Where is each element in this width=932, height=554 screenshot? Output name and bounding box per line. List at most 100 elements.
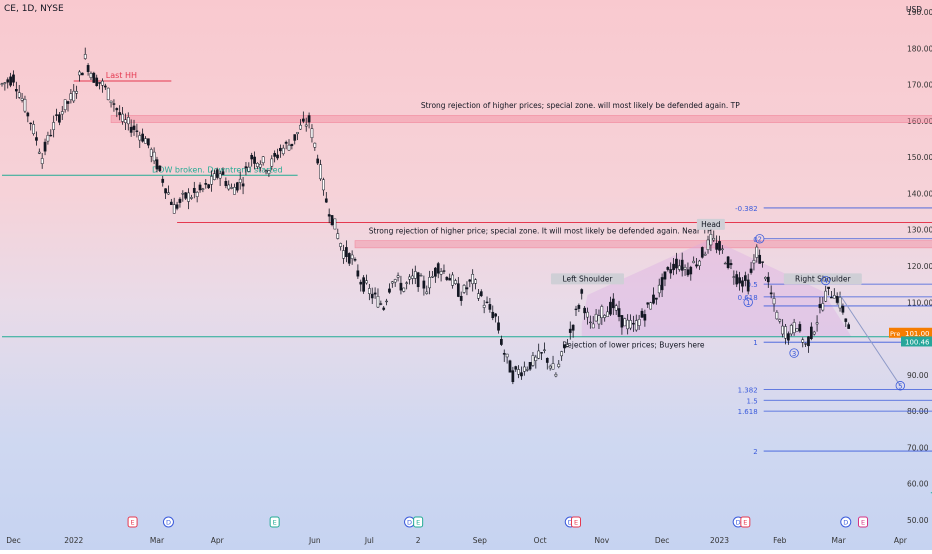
earnings-marker <box>127 516 138 528</box>
x-tick-label: 2022 <box>64 536 83 545</box>
candle-body <box>35 137 38 141</box>
candle-body <box>712 237 716 241</box>
candle-body <box>471 274 475 285</box>
candle-body <box>758 254 762 264</box>
candle-body <box>204 183 208 185</box>
x-tick-label: Sep <box>473 536 487 545</box>
candle-body <box>778 319 782 322</box>
candle-body <box>838 296 842 309</box>
y-tick-label: 70.00 <box>907 443 929 452</box>
candle-body <box>583 307 586 314</box>
candle-body <box>178 198 182 203</box>
earnings-marker <box>740 516 751 528</box>
event-marker-label: D <box>568 519 573 527</box>
candle-body <box>382 307 386 310</box>
candle-body <box>396 275 400 278</box>
symbol-title: CE, 1D, NYSE <box>4 4 64 14</box>
candle-body <box>505 353 509 358</box>
hs-pattern-area <box>581 238 852 337</box>
candle-body <box>227 184 231 190</box>
candle-body <box>525 369 529 371</box>
candle-body <box>115 108 119 111</box>
x-axis: Dec 2022 Mar Apr Jun Jul 2 Sep Oct Nov Dec 2023 Feb M… <box>6 536 907 545</box>
candle-body <box>89 73 93 78</box>
candle-body <box>106 87 110 101</box>
candle-body <box>124 119 127 123</box>
candle-body <box>677 265 681 270</box>
earnings-marker <box>571 516 581 528</box>
candle-body <box>359 281 363 285</box>
candle-body <box>652 294 655 304</box>
candle-body <box>408 276 411 280</box>
candle-body <box>158 165 162 171</box>
candle-body <box>190 197 193 199</box>
candle-body <box>568 328 572 333</box>
candle-body <box>379 303 383 305</box>
candle-body <box>149 149 153 157</box>
candle-body <box>52 122 56 130</box>
candle-body <box>609 301 612 315</box>
candle-body <box>841 305 845 313</box>
candle-body <box>672 263 675 271</box>
candle-body <box>514 366 518 370</box>
candle-body <box>92 72 96 83</box>
candle-body <box>543 349 546 351</box>
candle-body <box>333 218 337 230</box>
y-axis: 190.00 180.00 170.00 160.00 150.00 140.00 130.… <box>907 8 932 525</box>
candle-body <box>103 85 107 88</box>
candle-body <box>626 319 630 330</box>
candle-body <box>784 326 787 339</box>
candle-body <box>244 166 248 169</box>
candle-body <box>746 279 750 292</box>
y-tick-label: 60.00 <box>907 480 929 489</box>
candle-body <box>49 134 53 137</box>
candle-body <box>26 112 30 117</box>
candle-body <box>683 267 687 270</box>
candle-body <box>58 114 61 123</box>
candle-body <box>175 204 179 209</box>
candle-body <box>347 253 351 264</box>
candle-body <box>692 260 696 264</box>
candle-body <box>3 82 7 84</box>
candle-body <box>46 135 50 142</box>
wave-4: 4 <box>823 277 828 285</box>
candle-body <box>198 184 202 191</box>
last-tag-box <box>901 336 932 347</box>
wave-4-circle <box>820 275 831 286</box>
candle-body <box>832 295 836 299</box>
candle-body <box>322 179 325 191</box>
candle-body <box>830 296 833 299</box>
dividend-marker <box>162 516 174 528</box>
candle-body <box>663 271 667 280</box>
candle-body <box>416 272 420 288</box>
candle-body <box>273 153 276 157</box>
candle-body <box>589 321 592 324</box>
candle-body <box>155 159 159 170</box>
candle-body <box>439 271 443 275</box>
candle-body <box>835 296 839 303</box>
wave-2-circle <box>754 234 765 244</box>
candle-body <box>32 124 35 134</box>
wave-1: 1 <box>746 299 750 307</box>
candle-body <box>847 324 850 329</box>
candle-body <box>655 297 658 300</box>
candle-body <box>152 151 156 162</box>
zone-160 <box>110 115 932 123</box>
candle-body <box>218 173 222 179</box>
candle-body <box>78 71 81 76</box>
candle-body <box>594 313 598 322</box>
candle-body <box>356 270 360 277</box>
candle-body <box>611 298 615 309</box>
candle-body <box>267 170 271 174</box>
x-tick-label: Mar <box>150 536 165 545</box>
event-marker-label: E <box>861 519 865 527</box>
event-marker-label: E <box>574 519 578 527</box>
event-marker-label: E <box>416 519 420 527</box>
candle-body <box>741 280 744 287</box>
candle-body <box>422 280 426 289</box>
earnings-marker <box>269 516 280 528</box>
fib-1618-label: 1.618 <box>738 408 758 416</box>
